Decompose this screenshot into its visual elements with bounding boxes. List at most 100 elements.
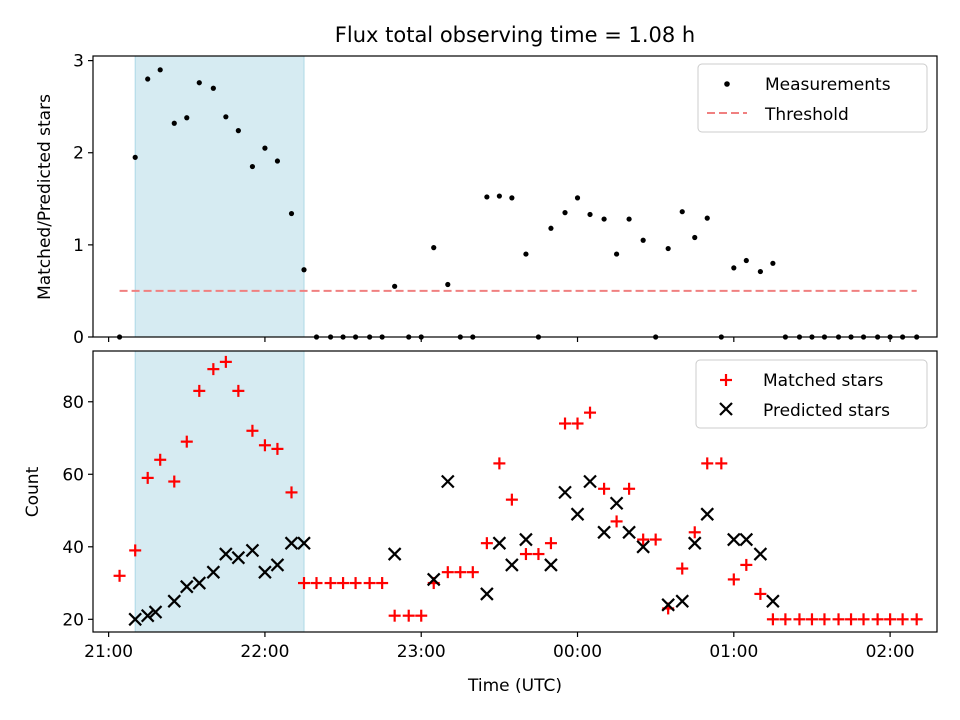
matched-star-point xyxy=(246,424,259,437)
matched-star-point xyxy=(207,363,220,376)
matched-star-point xyxy=(141,471,154,484)
legend-measurements-label: Measurements xyxy=(765,75,891,95)
predicted-star-point xyxy=(140,608,155,623)
matched-star-point xyxy=(271,442,284,455)
matched-star-point xyxy=(388,609,401,622)
predicted-star-point xyxy=(206,565,221,579)
matched-star-point xyxy=(793,613,806,626)
bottom-shaded-interval xyxy=(134,350,305,633)
measurement-point xyxy=(132,154,138,160)
top-y-tick-label: 0 xyxy=(73,328,84,348)
matched-star-point xyxy=(623,482,636,495)
matched-star-point xyxy=(649,533,662,546)
matched-star-point xyxy=(324,577,337,590)
matched-star-point xyxy=(402,609,415,622)
matched-star-point xyxy=(363,577,376,590)
measurement-point xyxy=(692,234,698,241)
matched-star-point xyxy=(232,384,245,397)
predicted-star-point xyxy=(570,507,585,521)
predicted-star-point xyxy=(441,474,455,489)
matched-star-point xyxy=(896,613,909,626)
measurement-point xyxy=(249,163,256,170)
measurement-point xyxy=(392,283,398,289)
predicted-star-point xyxy=(675,594,690,608)
predicted-star-point xyxy=(753,547,768,561)
matched-star-point xyxy=(349,577,362,590)
measurement-point xyxy=(562,210,568,216)
predicted-star-point xyxy=(700,507,715,521)
legend-predicted-label: Predicted stars xyxy=(763,401,890,421)
predicted-star-point xyxy=(661,598,675,612)
predicted-star-point xyxy=(583,474,597,489)
top-legend-box xyxy=(697,63,928,133)
predicted-star-point xyxy=(426,572,441,587)
measurement-point xyxy=(704,215,710,221)
matched-star-point xyxy=(285,486,298,499)
bottom-matched-layer xyxy=(113,355,923,626)
x-tick-label: 00:00 xyxy=(553,642,602,662)
predicted-star-point xyxy=(245,543,260,558)
matched-star-point xyxy=(415,609,428,622)
matched-star-point xyxy=(845,613,858,626)
x-tick-label: 02:00 xyxy=(866,642,915,662)
matched-star-point xyxy=(493,457,506,470)
matched-star-point xyxy=(727,573,740,586)
matched-star-point xyxy=(466,566,479,579)
top-y-axis-title: Matched/Predicted stars xyxy=(35,94,55,300)
matched-star-point xyxy=(598,482,611,495)
bottom-panel: 20 40 60 80 21:00 22:00 23:00 00:00 01:00 02:00 C… xyxy=(23,350,938,696)
measurement-point xyxy=(601,216,607,222)
legend-threshold-label: Threshold xyxy=(764,105,849,125)
predicted-star-point xyxy=(480,587,494,601)
matched-star-point xyxy=(441,566,454,579)
x-tick-label: 01:00 xyxy=(709,642,758,662)
matched-star-point xyxy=(688,526,701,539)
matched-star-point xyxy=(532,548,545,561)
bottom-ticks-layer: 20 40 60 80 21:00 22:00 23:00 00:00 01:00 02:00 xyxy=(62,393,914,662)
predicted-star-point xyxy=(739,532,754,547)
bottom-y-tick-label: 20 xyxy=(62,610,84,630)
measurement-point xyxy=(496,193,502,199)
predicted-star-point xyxy=(558,485,572,500)
matched-star-point xyxy=(544,537,557,550)
measurement-point xyxy=(171,120,177,126)
measurement-point xyxy=(574,195,581,201)
bottom-y-tick-label: 80 xyxy=(62,393,84,413)
measurement-point xyxy=(484,194,490,200)
matched-star-point xyxy=(310,577,323,590)
bottom-y-axis-title: Count xyxy=(23,466,43,517)
measurement-point xyxy=(548,225,554,231)
legend-matched-label: Matched stars xyxy=(763,371,883,391)
matched-star-point xyxy=(871,613,884,626)
measurement-point xyxy=(262,145,268,151)
x-tick-label: 22:00 xyxy=(240,642,289,662)
measurement-point xyxy=(274,158,281,164)
measurement-point xyxy=(196,80,202,86)
bottom-y-tick-label: 40 xyxy=(62,538,84,558)
predicted-star-point xyxy=(622,525,636,540)
predicted-star-point xyxy=(167,594,182,608)
measurement-point xyxy=(613,251,620,257)
matched-star-point xyxy=(219,355,232,368)
x-axis-title: Time (UTC) xyxy=(467,676,562,696)
measurement-point xyxy=(770,260,776,266)
predicted-star-point xyxy=(192,576,207,590)
measurement-point xyxy=(301,267,307,273)
matched-star-point xyxy=(559,417,572,430)
measurement-point xyxy=(757,268,763,275)
matched-star-point xyxy=(180,435,193,448)
matched-star-point xyxy=(154,453,167,466)
measurement-point xyxy=(157,67,163,73)
matched-star-point xyxy=(584,406,597,419)
measurement-point xyxy=(431,245,437,251)
matched-star-point xyxy=(258,439,271,452)
matched-star-point xyxy=(779,613,792,626)
matched-star-point xyxy=(676,562,689,575)
predicted-star-point xyxy=(505,558,519,572)
x-tick-label: 23:00 xyxy=(397,642,446,662)
matched-star-point xyxy=(857,613,870,626)
measurement-point xyxy=(509,195,515,201)
predicted-star-point xyxy=(387,547,402,561)
